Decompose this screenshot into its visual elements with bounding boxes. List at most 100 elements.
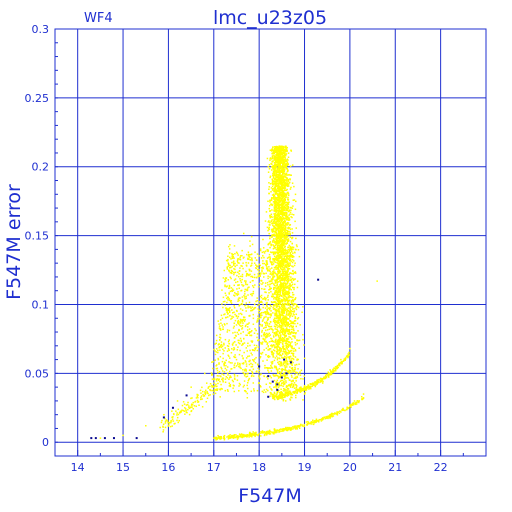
data-point — [269, 216, 271, 219]
data-point — [281, 235, 283, 238]
data-point — [281, 232, 283, 234]
data-point — [277, 317, 279, 320]
data-point — [272, 224, 274, 227]
data-point — [207, 387, 209, 389]
data-point — [282, 290, 285, 293]
data-point — [283, 251, 285, 254]
data-point — [278, 308, 280, 310]
data-point — [240, 319, 242, 322]
data-point — [269, 270, 271, 273]
data-point — [200, 392, 202, 394]
data-point — [273, 209, 275, 211]
data-point — [167, 420, 169, 422]
data-point — [232, 349, 235, 351]
data-point — [274, 206, 277, 208]
data-point — [299, 425, 301, 427]
data-point — [279, 176, 281, 179]
data-point — [238, 299, 240, 302]
data-point — [262, 255, 264, 257]
data-point — [215, 342, 218, 345]
data-point — [246, 283, 249, 286]
data-point — [273, 161, 276, 164]
data-point — [176, 414, 178, 416]
data-point — [288, 290, 290, 292]
data-point — [276, 371, 279, 373]
data-point — [279, 277, 282, 279]
data-point — [280, 273, 282, 275]
data-point — [287, 345, 289, 348]
data-point — [255, 329, 257, 332]
data-point — [226, 285, 228, 287]
data-point — [247, 355, 249, 358]
data-point — [278, 160, 280, 163]
data-point — [264, 298, 267, 300]
data-point — [235, 436, 238, 438]
data-point — [290, 380, 293, 383]
data-point — [276, 217, 279, 220]
data-point — [251, 329, 253, 332]
data-point — [222, 306, 224, 309]
data-point — [237, 322, 240, 324]
data-point — [262, 360, 264, 362]
data-point — [288, 275, 290, 277]
data-point — [274, 216, 277, 218]
data-point — [278, 163, 280, 166]
data-point — [233, 268, 235, 270]
data-point — [220, 368, 223, 370]
data-point — [261, 251, 264, 254]
data-point — [276, 198, 278, 201]
data-point — [276, 326, 279, 328]
data-point — [281, 210, 284, 213]
data-point — [279, 239, 282, 242]
data-point — [274, 301, 277, 303]
data-point — [226, 268, 229, 270]
data-point — [352, 403, 355, 405]
data-point — [221, 370, 224, 372]
data-point — [284, 352, 287, 355]
data-point — [284, 207, 287, 209]
data-point — [267, 356, 270, 359]
data-point — [259, 301, 262, 304]
data-point — [284, 164, 286, 167]
data-point — [270, 272, 272, 274]
data-point — [287, 210, 290, 213]
data-point — [287, 356, 289, 358]
data-point — [283, 378, 286, 381]
data-point — [277, 189, 280, 192]
data-point — [277, 237, 280, 240]
data-point — [294, 220, 296, 223]
data-point — [225, 309, 228, 312]
data-point — [228, 349, 230, 352]
data-point — [278, 235, 281, 238]
data-point — [277, 315, 280, 317]
data-point — [246, 387, 249, 390]
data-point — [250, 253, 253, 256]
data-point — [263, 252, 266, 254]
data-point — [215, 339, 218, 342]
data-point — [282, 184, 284, 187]
data-point — [194, 400, 197, 403]
data-point — [284, 220, 286, 223]
data-point — [268, 332, 270, 335]
data-point — [280, 368, 283, 371]
data-point — [283, 175, 285, 177]
data-point — [238, 313, 240, 315]
data-point — [229, 264, 231, 267]
data-point — [240, 367, 242, 370]
data-point — [237, 291, 239, 293]
data-point — [281, 223, 283, 226]
data-point — [286, 233, 289, 236]
data-point — [274, 196, 276, 198]
data-point — [257, 286, 260, 288]
data-point — [262, 262, 264, 265]
data-point — [273, 247, 276, 249]
data-point — [280, 152, 282, 154]
data-point — [171, 416, 173, 419]
data-point — [275, 169, 278, 171]
data-point — [281, 183, 283, 186]
data-point — [276, 321, 278, 323]
data-point — [281, 339, 284, 342]
data-point — [276, 290, 278, 293]
data-point — [265, 353, 267, 356]
data-point — [277, 271, 279, 273]
